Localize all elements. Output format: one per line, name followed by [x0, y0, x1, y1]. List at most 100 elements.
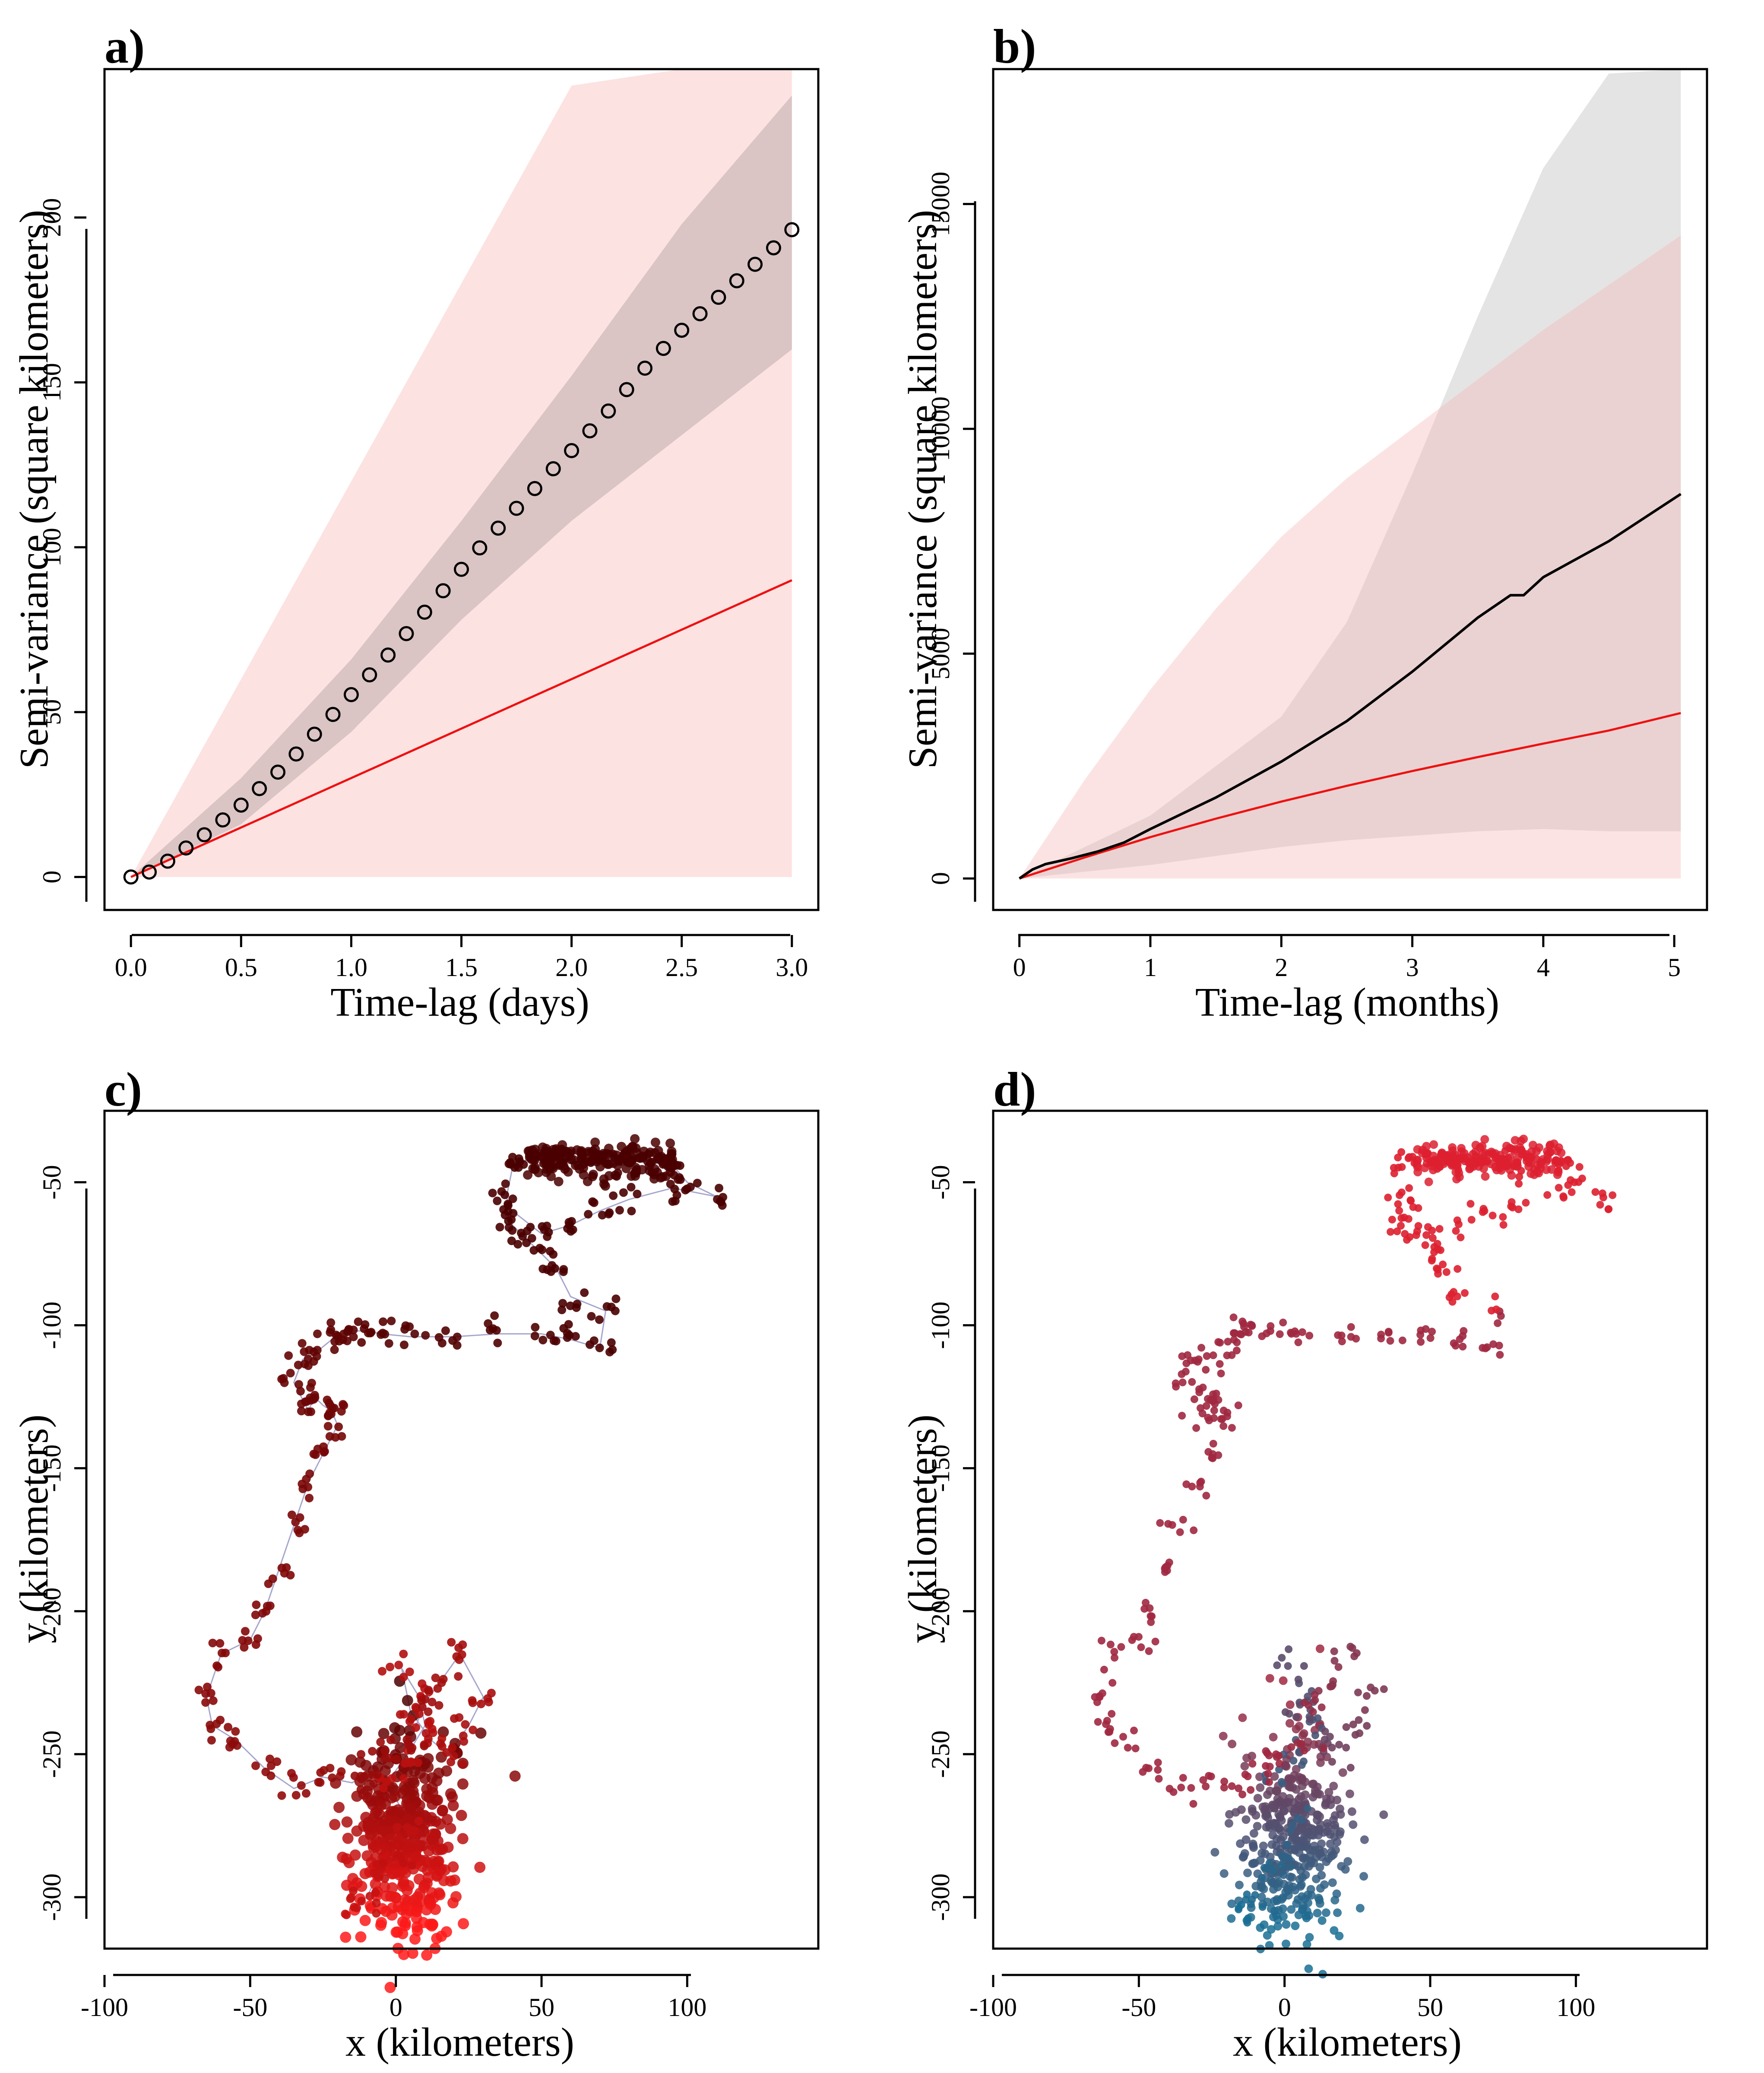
location-point [421, 1695, 430, 1704]
location-point [563, 1167, 573, 1177]
location-point [1400, 1214, 1408, 1222]
location-point [337, 1432, 346, 1441]
location-point [1169, 1788, 1178, 1796]
panel-a-title: a) [105, 20, 145, 73]
location-point [509, 1770, 521, 1782]
location-point [1517, 1146, 1526, 1155]
location-point [1248, 1807, 1257, 1816]
location-point [447, 1757, 456, 1766]
location-point [1267, 1904, 1276, 1913]
location-point [1422, 1142, 1431, 1151]
location-point [1424, 1177, 1433, 1186]
panel-b-x-tick-label: 4 [1537, 953, 1550, 982]
location-point [566, 1227, 575, 1236]
location-point [1268, 1831, 1277, 1840]
location-point [1284, 1662, 1292, 1670]
location-point [1279, 1912, 1288, 1921]
location-point [217, 1648, 226, 1658]
location-point [474, 1861, 486, 1873]
location-point [1105, 1728, 1114, 1736]
location-point [400, 1759, 409, 1768]
panel-b-x-tick-label: 5 [1668, 953, 1681, 982]
location-point [1275, 1759, 1283, 1768]
location-point [1285, 1645, 1293, 1653]
panel-a-y-tick-label: 100 [38, 528, 66, 567]
location-point [1229, 1329, 1238, 1337]
panel-d-frame [992, 1109, 1708, 1950]
location-point [421, 1856, 433, 1868]
location-point [1384, 1193, 1392, 1201]
location-point [1326, 1733, 1334, 1741]
location-point [516, 1229, 526, 1238]
location-point [1111, 1739, 1119, 1747]
location-point [501, 1179, 510, 1188]
location-point [1506, 1153, 1515, 1162]
location-point [1242, 1753, 1251, 1762]
location-point [1313, 1908, 1322, 1918]
panel-d-x-ticks: -100 -50 0 50 100 [969, 1975, 1595, 2022]
location-point [1199, 1383, 1207, 1392]
location-point [597, 1154, 607, 1164]
location-point [1333, 1838, 1342, 1847]
location-point [394, 1833, 403, 1842]
semivariance-point [454, 561, 469, 577]
location-point [668, 1162, 678, 1172]
location-point [1097, 1636, 1105, 1645]
location-point [1155, 1775, 1163, 1783]
location-point [291, 1791, 301, 1800]
location-point [611, 1150, 621, 1160]
location-point [1296, 1823, 1305, 1832]
panel-d-y-label: y (kilometers) [900, 1414, 945, 1643]
location-point [499, 1205, 508, 1214]
location-point [1349, 1720, 1357, 1728]
location-point [426, 1772, 438, 1784]
location-point [390, 1926, 402, 1938]
location-point [1178, 1352, 1186, 1360]
location-point [1286, 1700, 1295, 1709]
location-point [1266, 1327, 1274, 1335]
location-point [1190, 1526, 1198, 1534]
location-point [1443, 1156, 1452, 1165]
location-point [1292, 1713, 1300, 1721]
location-point [312, 1352, 321, 1361]
location-point [215, 1639, 225, 1648]
location-point [306, 1407, 315, 1416]
location-point [1248, 1859, 1257, 1868]
location-point [1182, 1480, 1191, 1488]
location-point [1100, 1666, 1108, 1674]
location-point [1219, 1422, 1228, 1430]
location-point [1334, 1663, 1343, 1671]
semivariance-point [343, 687, 359, 702]
location-point [1228, 1782, 1236, 1790]
panel-b-y-ticks: 0 5000 10000 15000 [926, 171, 975, 885]
location-point [300, 1525, 309, 1534]
location-point [1249, 1843, 1258, 1852]
location-point [1315, 1644, 1324, 1653]
location-point [421, 1949, 433, 1961]
panel-c-x-tick-label: 100 [668, 1993, 706, 2022]
panel-a-y-tick-label: 150 [38, 363, 66, 402]
location-point [1276, 1330, 1284, 1338]
location-point [1433, 1240, 1441, 1248]
location-point [1110, 1654, 1118, 1662]
location-point [715, 1183, 724, 1192]
location-point [1388, 1215, 1396, 1224]
panel-a-frame [103, 68, 820, 911]
location-point [412, 1723, 421, 1732]
location-point [595, 1162, 605, 1172]
location-point [1479, 1204, 1488, 1213]
location-point [602, 1302, 611, 1311]
location-point [431, 1674, 440, 1683]
location-point [1244, 1914, 1252, 1922]
location-point [212, 1661, 222, 1670]
location-point [1428, 1227, 1436, 1235]
location-point [652, 1167, 662, 1177]
location-point [442, 1748, 451, 1757]
location-point [1176, 1528, 1184, 1536]
location-point [1466, 1163, 1475, 1173]
location-point [352, 1903, 361, 1912]
location-point [1439, 1260, 1447, 1268]
location-point [1291, 1327, 1299, 1335]
location-point [1413, 1167, 1422, 1176]
location-point [339, 1400, 348, 1409]
